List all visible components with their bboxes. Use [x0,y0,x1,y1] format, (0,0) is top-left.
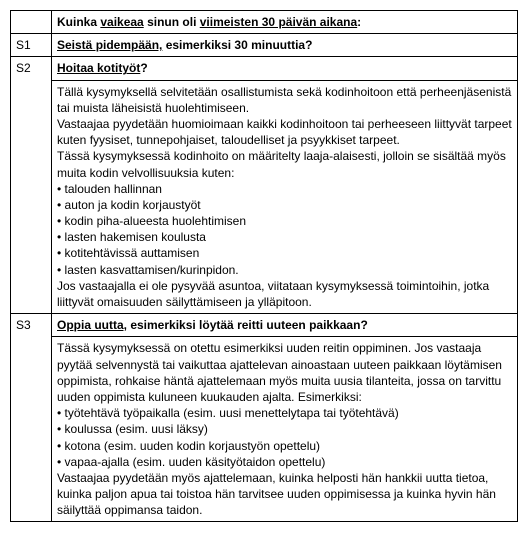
s1-q-underlined: Seistä pidempään, [57,38,162,52]
s3-p1: Tässä kysymyksessä on otettu esimerkiksi… [57,340,512,405]
s2-b4: lasten hakemisen koulusta [57,229,512,245]
s3-list: työtehtävä työpaikalla (esim. uusi menet… [57,405,512,470]
s3-p2: Vastaajaa pyydetään myös ajattelemaan, k… [57,470,512,519]
s2-p2: Vastaajaa pyydetään huomioimaan kaikki k… [57,116,512,148]
s2-body: Tällä kysymyksellä selvitetään osallistu… [52,80,518,314]
s3-b2: koulussa (esim. uusi läksy) [57,421,512,437]
s2-p1: Tällä kysymyksellä selvitetään osallistu… [57,84,512,116]
s2-code: S2 [11,57,52,314]
s3-b3: kotona (esim. uuden kodin korjaustyön op… [57,438,512,454]
s2-list: talouden hallinnan auton ja kodin korjau… [57,181,512,278]
s3-b4: vapaa-ajalla (esim. uuden käsityötaidon … [57,454,512,470]
s1-question: Seistä pidempään, esimerkiksi 30 minuutt… [52,34,518,57]
s2-q-underlined: Hoitaa kotityöt [57,61,140,75]
s2-b3: kodin piha-alueesta huolehtimisen [57,213,512,229]
s2-p3: Tässä kysymyksessä kodinhoito on määrite… [57,148,512,180]
s2-p4: Jos vastaajalla ei ole pysyvää asuntoa, … [57,278,512,310]
s2-b5: kotitehtävissä auttamisen [57,245,512,261]
header-u1: vaikeaa [100,15,143,29]
s1-q-rest: esimerkiksi 30 minuuttia? [162,38,312,52]
header-code-cell [11,11,52,34]
s2-q-rest: ? [140,61,147,75]
s2-question: Hoitaa kotityöt? [52,57,518,80]
s2-b2: auton ja kodin korjaustyöt [57,197,512,213]
s2-b6: lasten kasvattamisen/kurinpidon. [57,262,512,278]
s3-question: Oppia uutta, esimerkiksi löytää reitti u… [52,314,518,337]
header-colon: : [357,15,361,29]
header-question-cell: Kuinka vaikeaa sinun oli viimeisten 30 p… [52,11,518,34]
header-u2: viimeisten 30 päivän aikana [200,15,357,29]
s3-b1: työtehtävä työpaikalla (esim. uusi menet… [57,405,512,421]
s3-q-rest: esimerkiksi löytää reitti uuteen paikkaa… [127,318,368,332]
header-prefix: Kuinka [57,15,100,29]
question-table: Kuinka vaikeaa sinun oli viimeisten 30 p… [10,10,518,522]
s3-q-underlined: Oppia uutta, [57,318,127,332]
s3-code: S3 [11,314,52,522]
header-mid: sinun oli [144,15,200,29]
s3-body: Tässä kysymyksessä on otettu esimerkiksi… [52,337,518,522]
s1-code: S1 [11,34,52,57]
s2-b1: talouden hallinnan [57,181,512,197]
